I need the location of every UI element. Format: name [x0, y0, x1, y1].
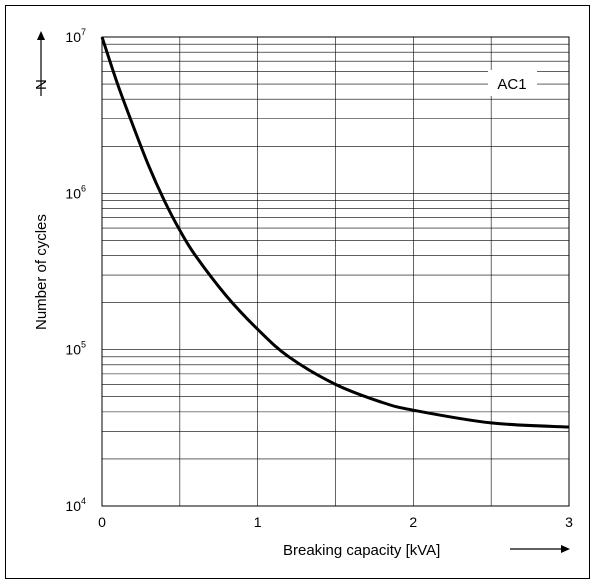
- chart-frame: [5, 5, 590, 579]
- x-axis-arrow: [510, 545, 570, 553]
- x-tick-label: 2: [409, 514, 417, 530]
- y-axis-label-group: Number of cycles: [33, 214, 50, 330]
- y-tick-labels: 104 105 106 107: [65, 27, 86, 514]
- x-tick-label: 3: [565, 514, 573, 530]
- x-tick-labels: 0 1 2 3: [98, 514, 573, 530]
- chart-grid: [101, 37, 570, 507]
- x-axis-label: Breaking capacity [kVA]: [283, 542, 440, 559]
- x-tick-label: 0: [98, 514, 106, 530]
- y-tick-label: 104: [65, 496, 86, 514]
- y-axis-label: Number of cycles: [33, 214, 50, 330]
- x-tick-label: 1: [254, 514, 262, 530]
- y-tick-label: 106: [65, 183, 86, 201]
- y-axis-arrow: [37, 31, 45, 96]
- annotation-box: [488, 70, 537, 96]
- y-tick-label: 107: [65, 27, 86, 45]
- y-tick-label: 105: [65, 340, 86, 358]
- annotation-ac1: AC1: [497, 76, 526, 93]
- plot-area-border: [101, 36, 570, 507]
- series-line-cycles: [100, 36, 570, 429]
